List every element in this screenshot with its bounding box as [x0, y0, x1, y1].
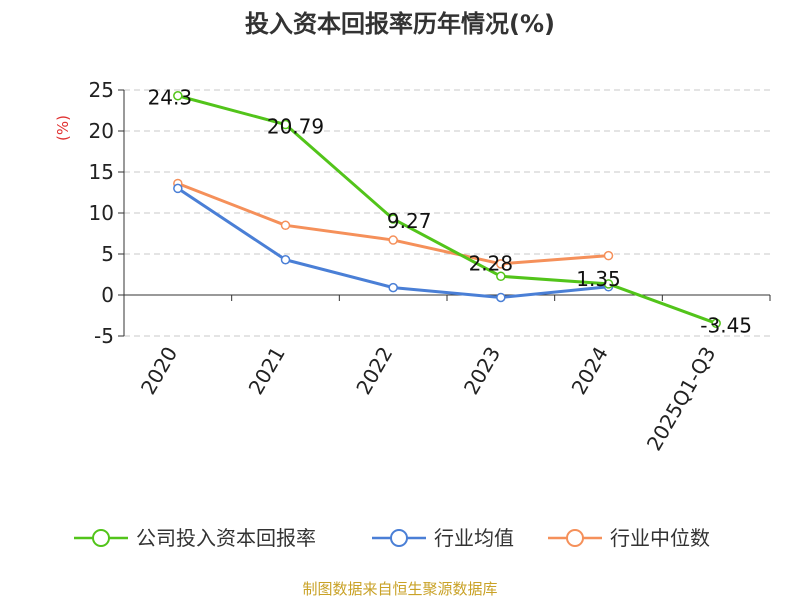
chart-title: 投入资本回报率历年情况(%) — [245, 10, 555, 38]
data-labels: 24.3 20.79 9.27 2.28 1.35 -3.45 — [148, 86, 752, 338]
series — [173, 90, 721, 329]
legend-marker — [566, 529, 584, 547]
y-tick-label: 10 — [89, 201, 114, 225]
data-point — [496, 271, 506, 282]
legend: 公司投入资本回报率 行业均值 行业中位数 — [74, 526, 710, 550]
grid — [124, 89, 770, 337]
data-point — [280, 119, 291, 130]
y-tick-label: 20 — [89, 119, 114, 143]
axes: 25 20 15 10 5 0 -5 2020 2021 2022 2023 2024 2025Q1-Q… — [89, 78, 771, 455]
data-point — [173, 183, 183, 194]
x-tick-label: 2022 — [351, 343, 397, 399]
y-tick-label: 0 — [101, 283, 114, 307]
data-point — [173, 90, 183, 101]
legend-item-0[interactable]: 公司投入资本回报率 — [74, 526, 316, 550]
legend-item-1[interactable]: 行业均值 — [372, 526, 514, 550]
data-label: -3.45 — [700, 313, 752, 337]
data-label: 20.79 — [267, 115, 324, 139]
data-point — [603, 250, 614, 261]
x-tick-label: 2025Q1-Q3 — [642, 343, 721, 455]
data-point — [603, 279, 614, 289]
y-tick-label: 15 — [89, 160, 114, 184]
source-note: 制图数据来自恒生聚源数据库 — [302, 580, 497, 598]
legend-label: 行业均值 — [434, 526, 514, 550]
data-label: 2.28 — [469, 251, 514, 275]
legend-marker — [390, 529, 408, 547]
x-tick-label: 2020 — [136, 343, 182, 399]
y-axis-label: (%) — [54, 115, 72, 141]
data-point — [496, 292, 506, 303]
legend-item-2[interactable]: 行业中位数 — [548, 526, 710, 550]
series-line-0 — [177, 94, 717, 325]
legend-label: 行业中位数 — [610, 526, 710, 550]
data-label: 1.35 — [576, 267, 621, 291]
y-tick-label: 25 — [89, 78, 114, 102]
data-label: 9.27 — [387, 209, 432, 233]
data-point — [388, 235, 398, 245]
x-tick-label: 2021 — [244, 343, 290, 399]
data-point — [711, 318, 721, 329]
legend-marker — [92, 529, 110, 547]
y-tick-label: -5 — [94, 324, 114, 348]
y-tick-label: 5 — [101, 242, 114, 266]
x-tick-label: 2024 — [567, 343, 613, 399]
data-point — [280, 254, 291, 265]
data-point — [280, 220, 291, 231]
data-point — [388, 214, 398, 224]
data-point — [496, 259, 506, 269]
data-label: 24.3 — [148, 86, 193, 110]
legend-label: 公司投入资本回报率 — [136, 526, 316, 550]
data-point — [388, 282, 398, 293]
x-tick-label: 2023 — [459, 343, 505, 399]
